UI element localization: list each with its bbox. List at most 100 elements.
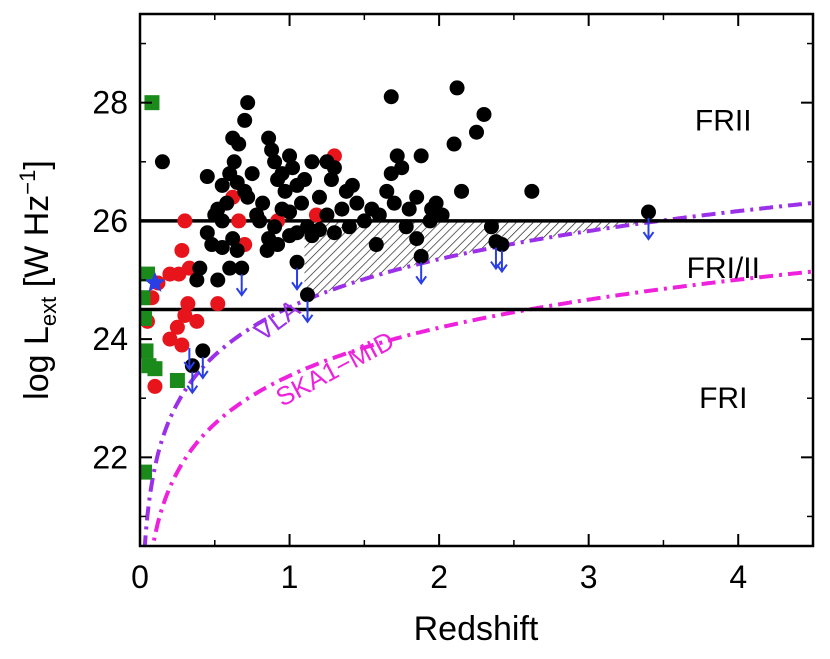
- red-point-11: [180, 296, 196, 312]
- black-point-62: [356, 213, 372, 229]
- black-point-3: [237, 112, 253, 128]
- black-point-78: [422, 213, 438, 229]
- axis-ticks: 0 1 2 3 4 22 24 26 28: [92, 14, 813, 595]
- black-point-16: [214, 213, 230, 229]
- red-point-4: [181, 260, 197, 276]
- black-point-44: [270, 237, 286, 253]
- black-point-80: [446, 136, 462, 152]
- black-point-34: [277, 183, 293, 199]
- green-square-1: [140, 266, 155, 282]
- red-point-17: [231, 213, 247, 229]
- black-point-27: [255, 195, 271, 211]
- upper-limit-arrow-head: [196, 370, 209, 380]
- black-point-54: [319, 154, 335, 170]
- y-axis-title-close: ]: [18, 160, 56, 169]
- upper-limit-arrow-head: [183, 361, 196, 371]
- upper-limit-arrow-9: [183, 348, 196, 371]
- black-point-30: [264, 142, 280, 158]
- black-point-24: [192, 260, 208, 276]
- black-point-72: [409, 189, 425, 205]
- black-point-79: [434, 207, 450, 223]
- black-point-8: [199, 169, 215, 185]
- black-point-22: [222, 260, 238, 276]
- curve-ska1-mid: [150, 269, 813, 546]
- red-point-10: [174, 337, 190, 353]
- black-point-82: [469, 124, 484, 140]
- upper-limit-arrow-6: [642, 218, 655, 241]
- upper-limit-arrow-head: [291, 281, 303, 291]
- black-point-11: [244, 166, 260, 182]
- black-point-64: [371, 207, 387, 223]
- red-point-20: [308, 207, 324, 223]
- x-tick-label-1: 1: [281, 559, 299, 595]
- red-point-0: [177, 213, 193, 229]
- black-point-41: [267, 219, 283, 235]
- black-point-71: [401, 201, 417, 217]
- black-point-25: [189, 272, 205, 288]
- black-point-12: [240, 189, 256, 205]
- black-point-68: [386, 195, 402, 211]
- y-axis-title-main: log L: [18, 326, 56, 400]
- upper-limit-arrow-head: [490, 260, 502, 271]
- black-point-31: [267, 154, 283, 170]
- black-point-92: [289, 254, 305, 270]
- x-tick-label-2: 2: [430, 559, 448, 595]
- black-point-19: [214, 239, 230, 255]
- black-point-23: [210, 272, 226, 288]
- upper-limit-arrow-3: [415, 262, 427, 286]
- black-point-57: [334, 201, 350, 217]
- black-point-5: [226, 154, 242, 170]
- black-point-88: [383, 89, 399, 105]
- x-tick-label-4: 4: [729, 559, 747, 595]
- black-point-36: [285, 160, 301, 176]
- upper-limit-arrow-head: [186, 385, 199, 395]
- black-point-69: [389, 148, 405, 164]
- upper-limit-arrow-1: [291, 268, 303, 291]
- black-point-65: [368, 237, 384, 253]
- red-point-1: [174, 242, 190, 258]
- curve-label-ska1-mid: SKA1−MID: [271, 325, 399, 412]
- x-tick-label-3: 3: [580, 559, 598, 595]
- y-axis-title-unit: [W Hz: [18, 195, 56, 297]
- red-point-8: [162, 331, 178, 347]
- black-point-59: [344, 177, 360, 193]
- upper-limit-arrow-head: [301, 314, 314, 324]
- hatched-region-upper: [304, 220, 813, 310]
- region-label-2: FRI: [699, 382, 747, 415]
- red-point-12: [189, 313, 205, 329]
- black-point-81: [454, 183, 470, 199]
- green-square-4: [140, 343, 154, 359]
- upper-limit-arrow-head: [235, 287, 248, 297]
- black-point-2: [231, 136, 247, 152]
- green-square-8: [140, 464, 152, 480]
- black-point-86: [494, 237, 510, 253]
- black-point-7: [214, 177, 230, 193]
- black-point-55: [304, 154, 320, 170]
- black-point-74: [409, 231, 425, 247]
- black-point-38: [294, 195, 310, 211]
- black-point-4: [240, 95, 256, 111]
- data-points: [140, 80, 656, 480]
- black-point-17: [199, 225, 215, 241]
- green-square-3: [140, 310, 152, 326]
- black-point-83: [476, 106, 492, 122]
- red-point-15: [210, 296, 226, 312]
- upper-limit-arrow-head: [642, 231, 655, 241]
- black-point-61: [341, 219, 357, 235]
- black-point-50: [319, 207, 335, 223]
- black-point-95: [195, 343, 211, 359]
- black-point-91: [413, 248, 429, 264]
- y-axis-title: log Lext [W Hz−1]: [15, 160, 61, 400]
- red-point-9: [169, 319, 185, 335]
- black-point-87: [524, 183, 540, 199]
- black-point-56: [297, 172, 313, 188]
- black-point-97: [640, 204, 656, 220]
- red-point-13: [177, 307, 193, 323]
- upper-limit-arrow-2: [301, 300, 314, 324]
- y-tick-label-26: 26: [92, 203, 128, 239]
- black-point-84: [483, 219, 499, 235]
- y-axis-title-superscript: −1: [15, 170, 40, 195]
- black-point-40: [274, 201, 290, 217]
- black-point-89: [449, 80, 465, 96]
